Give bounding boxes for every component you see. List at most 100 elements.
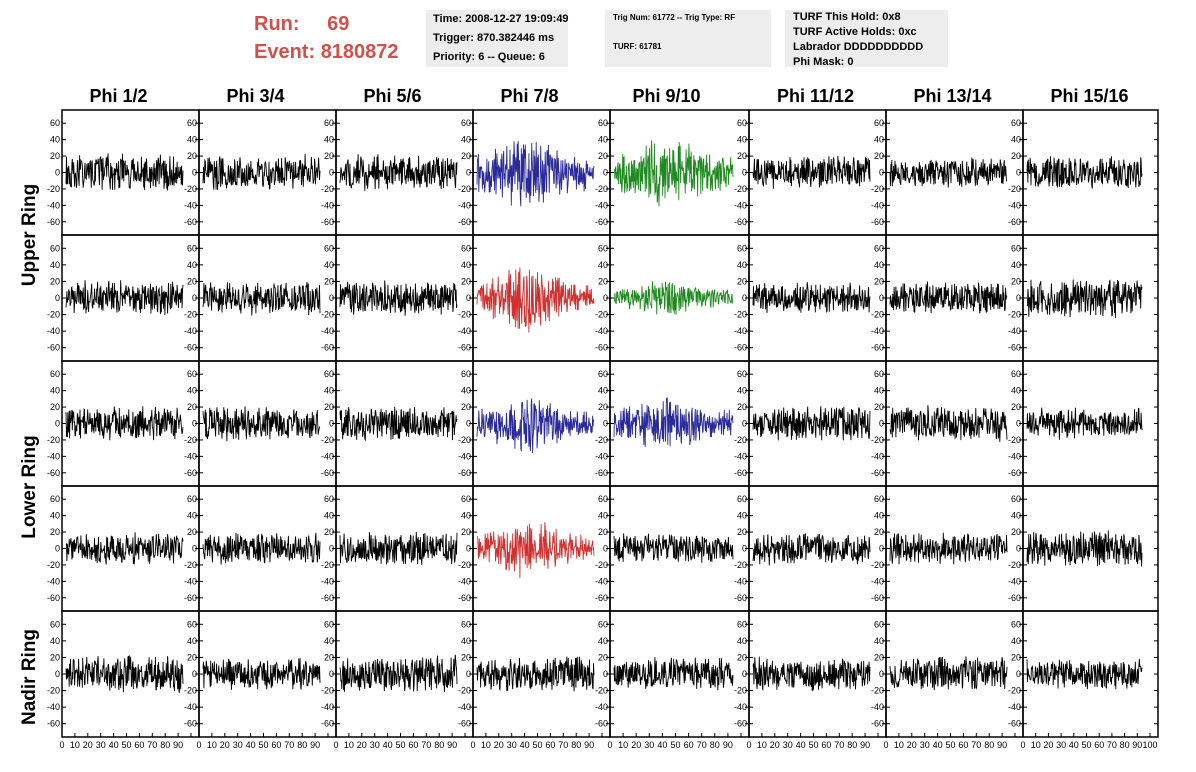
waveform-trace <box>476 522 595 579</box>
y-tick-label: 0 <box>466 293 471 303</box>
waveform-trace <box>65 655 184 693</box>
y-tick-label: 0 <box>1016 168 1021 178</box>
y-tick-label: -20 <box>47 184 60 194</box>
y-tick-label: -40 <box>47 576 60 586</box>
priority-text: Priority: 6 -- Queue: 6 <box>433 51 545 63</box>
y-tick-label: -60 <box>321 593 334 603</box>
y-tick-label: -60 <box>184 719 197 729</box>
y-tick-label: -40 <box>871 576 884 586</box>
y-tick-label: -20 <box>871 310 884 320</box>
y-tick-label: -40 <box>458 576 471 586</box>
x-tick-label: 30 <box>783 740 793 750</box>
y-tick-label: 20 <box>324 527 334 537</box>
y-tick-label: 60 <box>187 369 197 379</box>
y-tick-label: -60 <box>734 468 747 478</box>
y-tick-label: 60 <box>1011 243 1021 253</box>
y-tick-label: -60 <box>734 217 747 227</box>
time-text: Time: 2008-12-27 19:09:49 <box>433 13 569 25</box>
waveform-trace <box>752 406 871 441</box>
y-tick-label: 20 <box>737 276 747 286</box>
y-tick-label: 0 <box>603 293 608 303</box>
y-tick-label: -40 <box>321 200 334 210</box>
x-tick-label: 20 <box>220 740 230 750</box>
y-tick-label: 40 <box>598 386 608 396</box>
y-tick-label: -40 <box>871 702 884 712</box>
x-tick-label: 10 <box>757 740 767 750</box>
x-tick-label: 40 <box>1069 740 1079 750</box>
x-tick-label: 0 <box>746 740 751 750</box>
column-header: Phi 7/8 <box>500 86 559 106</box>
y-tick-label: 40 <box>874 260 884 270</box>
y-tick-label: -60 <box>321 468 334 478</box>
x-tick-label: 70 <box>697 740 707 750</box>
y-tick-label: -20 <box>1008 184 1021 194</box>
y-tick-label: -60 <box>458 468 471 478</box>
x-tick-label: 10 <box>70 740 80 750</box>
y-tick-label: 20 <box>874 151 884 161</box>
x-tick-label: 50 <box>395 740 405 750</box>
y-tick-label: -40 <box>184 326 197 336</box>
x-tick-label: 30 <box>96 740 106 750</box>
waveform-trace <box>752 656 871 692</box>
y-tick-label: -40 <box>1008 702 1021 712</box>
x-tick-label: 10 <box>894 740 904 750</box>
event-line: Event: 8180872 <box>254 38 399 66</box>
x-tick-label: 100 <box>1142 740 1157 750</box>
x-tick-label: 50 <box>1081 740 1091 750</box>
y-tick-label: -20 <box>47 686 60 696</box>
y-tick-label: -40 <box>47 200 60 210</box>
y-tick-label: -60 <box>458 593 471 603</box>
y-tick-label: -40 <box>734 326 747 336</box>
x-tick-label: 80 <box>571 740 581 750</box>
y-tick-label: 20 <box>50 527 60 537</box>
y-tick-label: 40 <box>50 511 60 521</box>
y-tick-label: 20 <box>187 527 197 537</box>
y-tick-label: 40 <box>737 511 747 521</box>
y-tick-label: 0 <box>742 669 747 679</box>
column-header: Phi 15/16 <box>1050 86 1129 106</box>
waveform-trace <box>613 281 734 315</box>
y-tick-label: 20 <box>461 527 471 537</box>
x-tick-label: 0 <box>883 740 888 750</box>
y-tick-label: 60 <box>461 118 471 128</box>
y-tick-label: -60 <box>871 719 884 729</box>
y-tick-label: 40 <box>461 135 471 145</box>
x-tick-label: 80 <box>434 740 444 750</box>
y-tick-label: -20 <box>1008 435 1021 445</box>
y-tick-label: 60 <box>187 494 197 504</box>
waveform-trace <box>202 153 321 190</box>
x-tick-label: 70 <box>284 740 294 750</box>
y-tick-label: 40 <box>874 636 884 646</box>
x-tick-label: 80 <box>297 740 307 750</box>
y-tick-label: -40 <box>734 200 747 210</box>
y-tick-label: 40 <box>324 135 334 145</box>
waveform-trace <box>65 406 184 441</box>
y-tick-label: -40 <box>458 451 471 461</box>
y-tick-label: 20 <box>461 276 471 286</box>
waveform-trace <box>339 154 458 191</box>
y-tick-label: -40 <box>458 326 471 336</box>
x-tick-label: 90 <box>1132 740 1142 750</box>
y-tick-label: 40 <box>461 260 471 270</box>
y-tick-label: 60 <box>187 619 197 629</box>
waveform-trace <box>613 140 734 207</box>
x-tick-label: 60 <box>684 740 694 750</box>
waveform-trace <box>65 153 184 191</box>
y-tick-label: 0 <box>742 544 747 554</box>
y-tick-label: 40 <box>1011 386 1021 396</box>
y-tick-label: -60 <box>1008 217 1021 227</box>
y-tick-label: -40 <box>321 702 334 712</box>
y-tick-label: 40 <box>187 636 197 646</box>
y-tick-label: 60 <box>737 619 747 629</box>
trig-num-text: Trig Num: 61772 -- Trig Type: RF <box>613 13 736 22</box>
y-tick-label: -60 <box>321 343 334 353</box>
x-tick-label: 40 <box>383 740 393 750</box>
y-tick-label: -60 <box>184 343 197 353</box>
y-tick-label: 20 <box>1011 276 1021 286</box>
x-tick-label: 90 <box>860 740 870 750</box>
x-tick-label: 50 <box>808 740 818 750</box>
y-tick-label: 60 <box>187 243 197 253</box>
y-tick-label: -60 <box>458 343 471 353</box>
y-tick-label: -20 <box>458 560 471 570</box>
y-tick-label: 20 <box>50 151 60 161</box>
